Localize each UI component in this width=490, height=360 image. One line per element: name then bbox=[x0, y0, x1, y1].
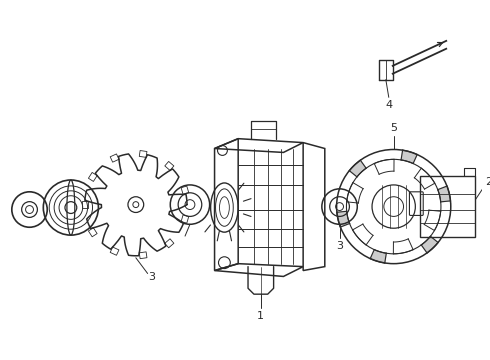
Polygon shape bbox=[401, 150, 417, 163]
Text: 3: 3 bbox=[148, 273, 155, 283]
Polygon shape bbox=[337, 211, 349, 227]
Polygon shape bbox=[421, 236, 438, 253]
Text: 4: 4 bbox=[385, 100, 392, 110]
Text: 3: 3 bbox=[336, 241, 343, 251]
Text: 5: 5 bbox=[390, 123, 397, 133]
Polygon shape bbox=[349, 160, 366, 177]
Text: 2: 2 bbox=[486, 177, 490, 187]
Text: 1: 1 bbox=[257, 311, 264, 321]
Polygon shape bbox=[438, 186, 450, 202]
Polygon shape bbox=[370, 249, 386, 263]
